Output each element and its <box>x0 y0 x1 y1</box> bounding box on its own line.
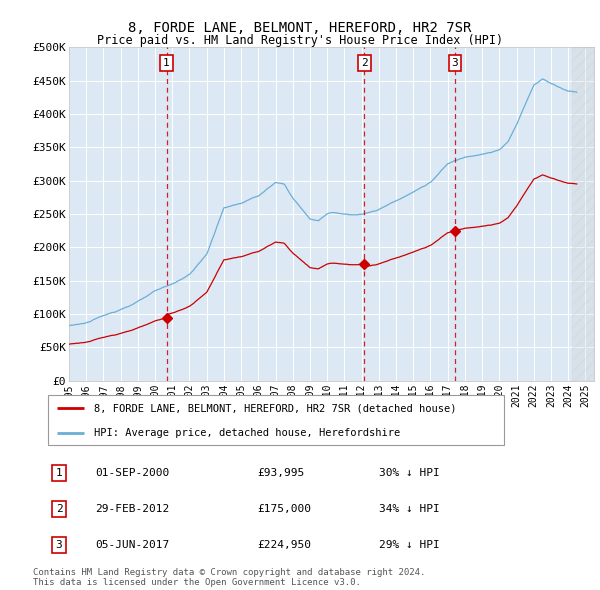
Text: 3: 3 <box>56 540 62 550</box>
Text: 8, FORDE LANE, BELMONT, HEREFORD, HR2 7SR: 8, FORDE LANE, BELMONT, HEREFORD, HR2 7S… <box>128 21 472 35</box>
FancyBboxPatch shape <box>48 395 504 445</box>
Text: 1: 1 <box>163 58 170 68</box>
Text: 3: 3 <box>452 58 458 68</box>
Text: 29-FEB-2012: 29-FEB-2012 <box>95 504 169 514</box>
Text: 1: 1 <box>56 468 62 478</box>
Text: 34% ↓ HPI: 34% ↓ HPI <box>379 504 440 514</box>
Bar <box>572 47 594 381</box>
Text: £175,000: £175,000 <box>258 504 312 514</box>
Text: 8, FORDE LANE, BELMONT, HEREFORD, HR2 7SR (detached house): 8, FORDE LANE, BELMONT, HEREFORD, HR2 7S… <box>94 404 456 414</box>
Text: 30% ↓ HPI: 30% ↓ HPI <box>379 468 440 478</box>
Text: 05-JUN-2017: 05-JUN-2017 <box>95 540 169 550</box>
Text: Price paid vs. HM Land Registry's House Price Index (HPI): Price paid vs. HM Land Registry's House … <box>97 34 503 47</box>
Text: HPI: Average price, detached house, Herefordshire: HPI: Average price, detached house, Here… <box>94 428 400 438</box>
Text: 2: 2 <box>361 58 368 68</box>
Text: 2: 2 <box>56 504 62 514</box>
Text: 29% ↓ HPI: 29% ↓ HPI <box>379 540 440 550</box>
Text: £224,950: £224,950 <box>258 540 312 550</box>
Text: £93,995: £93,995 <box>258 468 305 478</box>
Text: Contains HM Land Registry data © Crown copyright and database right 2024.
This d: Contains HM Land Registry data © Crown c… <box>33 568 425 587</box>
Text: 01-SEP-2000: 01-SEP-2000 <box>95 468 169 478</box>
